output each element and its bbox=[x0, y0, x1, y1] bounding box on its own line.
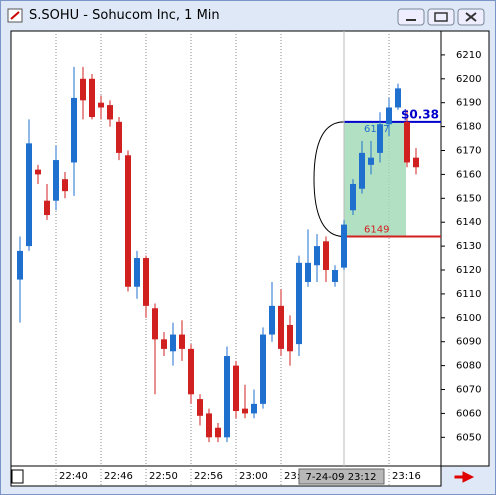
x-tick-label: 22:46 bbox=[104, 471, 133, 482]
candle-body bbox=[359, 152, 365, 189]
candle-body bbox=[413, 157, 419, 168]
candle-body bbox=[134, 258, 140, 287]
y-tick-label: 6060 bbox=[456, 408, 481, 419]
y-axis-area bbox=[440, 30, 490, 467]
candle-body bbox=[35, 169, 41, 175]
candle-body bbox=[404, 121, 410, 163]
app-icon bbox=[7, 8, 23, 23]
y-tick-label: 6190 bbox=[456, 98, 481, 109]
crosshair-label: 7-24-09 23:12 bbox=[305, 472, 376, 483]
candle-body bbox=[368, 157, 374, 165]
candle-body bbox=[233, 365, 239, 412]
candle-body bbox=[215, 427, 221, 438]
candle-body bbox=[314, 246, 320, 266]
y-tick-label: 6090 bbox=[456, 337, 481, 348]
scroll-arrow bbox=[454, 471, 475, 483]
candle-body bbox=[143, 258, 149, 306]
candle-body bbox=[296, 262, 302, 345]
candle-body bbox=[197, 399, 203, 416]
measure-region bbox=[344, 121, 406, 237]
y-tick-label: 6080 bbox=[456, 361, 481, 372]
measure-bracket bbox=[313, 121, 345, 238]
corner-box bbox=[11, 469, 24, 484]
candle-body bbox=[287, 324, 293, 352]
candle-body bbox=[251, 403, 257, 414]
candle-body bbox=[71, 97, 77, 163]
candle-body bbox=[53, 160, 59, 201]
candle-body bbox=[260, 334, 266, 404]
candle-body bbox=[80, 78, 86, 101]
candle-body bbox=[170, 334, 176, 352]
annotation: $0.38 bbox=[401, 107, 439, 121]
candle-body bbox=[377, 124, 383, 153]
y-tick-label: 6100 bbox=[456, 313, 481, 324]
chart: 6050 6060 6070 6080 6090 6100 6110 6120 6130 6140… bbox=[10, 30, 490, 487]
candle-body bbox=[152, 308, 158, 340]
candle-body bbox=[350, 183, 356, 211]
candle-body bbox=[224, 356, 230, 438]
candle-body bbox=[278, 305, 284, 349]
candle-body bbox=[269, 305, 275, 335]
y-tick-label: 6200 bbox=[456, 74, 481, 85]
candle-body bbox=[26, 143, 32, 247]
candle-body bbox=[44, 200, 50, 216]
y-tick-label: 6130 bbox=[456, 241, 481, 252]
annotation: 6149 bbox=[364, 225, 389, 236]
window-title: S.SOHU - Sohucom Inc, 1 Min bbox=[29, 8, 220, 23]
window-buttons[interactable] bbox=[397, 8, 489, 28]
y-tick-label: 6120 bbox=[456, 265, 481, 276]
y-tick-label: 6180 bbox=[456, 122, 481, 133]
candle-body bbox=[98, 102, 104, 108]
candle-body bbox=[161, 339, 167, 349]
x-tick-label: 22:50 bbox=[149, 471, 178, 482]
y-tick-label: 6070 bbox=[456, 385, 481, 396]
x-tick-label: 23:00 bbox=[239, 471, 268, 482]
y-tick-label: 6170 bbox=[456, 146, 481, 157]
maximize[interactable] bbox=[427, 8, 455, 26]
candle-body bbox=[62, 179, 68, 192]
y-tick-label: 6050 bbox=[456, 432, 481, 443]
candle-body bbox=[179, 334, 185, 349]
y-tick-label: 6210 bbox=[456, 50, 481, 61]
crosshair-label-bg bbox=[298, 468, 385, 485]
candle-body bbox=[116, 121, 122, 153]
x-tick-label: 23:16 bbox=[392, 471, 421, 482]
candle-body bbox=[89, 78, 95, 118]
x-tick-label: 23: bbox=[284, 471, 300, 482]
candle-body bbox=[206, 413, 212, 438]
y-tick-label: 6160 bbox=[456, 169, 481, 180]
candle-body bbox=[17, 250, 23, 280]
candle-body bbox=[332, 270, 338, 282]
y-tick-label: 6110 bbox=[456, 289, 481, 300]
candle-body bbox=[188, 348, 194, 395]
candle-body bbox=[323, 241, 329, 271]
candle-body bbox=[305, 262, 311, 282]
candle-body bbox=[107, 105, 113, 120]
y-tick-label: 6150 bbox=[456, 193, 481, 204]
x-tick-label: 22:56 bbox=[194, 471, 223, 482]
candle-body bbox=[386, 107, 392, 125]
candle-body bbox=[242, 408, 248, 414]
candle-body bbox=[341, 224, 347, 268]
candle-body bbox=[125, 155, 131, 287]
minimize[interactable] bbox=[397, 8, 425, 26]
x-tick-label: 22:40 bbox=[59, 471, 88, 482]
candle-body bbox=[395, 88, 401, 108]
y-tick-label: 6140 bbox=[456, 217, 481, 228]
annotation: 6187 bbox=[364, 124, 389, 135]
